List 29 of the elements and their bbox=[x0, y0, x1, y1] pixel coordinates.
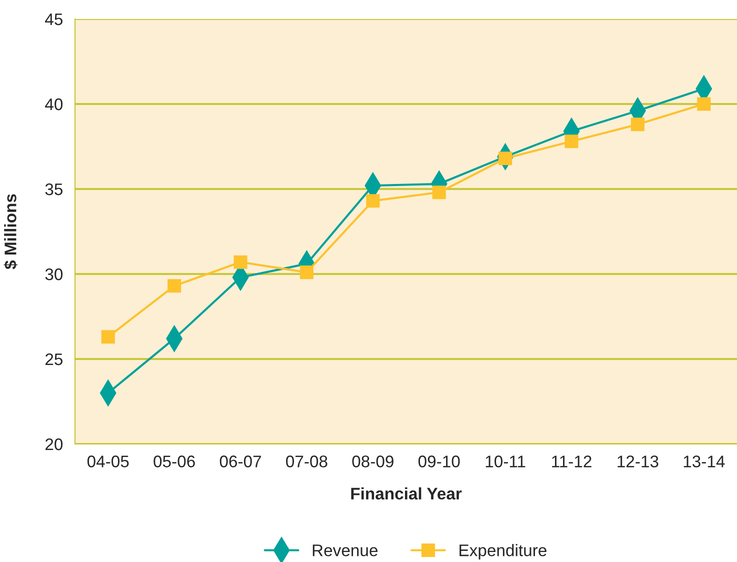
x-tick-label: 05-06 bbox=[154, 456, 195, 468]
x-axis-title: Financial Year bbox=[351, 487, 462, 500]
point bbox=[366, 194, 380, 208]
y-tick-label: 30 bbox=[45, 268, 63, 280]
x-tick-label: 07-08 bbox=[286, 456, 328, 468]
y-tick-label: 25 bbox=[45, 353, 62, 366]
x-tick-label: 06-07 bbox=[220, 456, 261, 468]
y-tick-label: 35 bbox=[45, 183, 62, 196]
x-tick-label: 09-10 bbox=[418, 456, 460, 468]
legend-label: Expenditure bbox=[460, 544, 546, 560]
x-tick-label: 13-14 bbox=[684, 456, 725, 468]
point bbox=[300, 266, 314, 280]
x-tick-label: 12-13 bbox=[618, 456, 658, 468]
y-tick-label: 20 bbox=[45, 438, 63, 450]
x-tick-label: 10-11 bbox=[486, 456, 526, 468]
y-tick-label: 45 bbox=[45, 14, 62, 26]
point bbox=[697, 97, 711, 111]
x-tick-label: 04-05 bbox=[87, 456, 129, 468]
point bbox=[630, 118, 644, 132]
x-tick-label: 11-12 bbox=[552, 456, 592, 468]
legend-label: Revenue bbox=[312, 544, 378, 556]
y-axis-title: $ Millions bbox=[4, 194, 18, 270]
point bbox=[234, 255, 248, 269]
point bbox=[432, 186, 446, 200]
x-tick-label: 08-09 bbox=[352, 456, 394, 468]
point bbox=[101, 330, 115, 344]
point bbox=[168, 279, 182, 293]
point bbox=[564, 134, 578, 148]
y-tick-label: 40 bbox=[45, 98, 63, 110]
